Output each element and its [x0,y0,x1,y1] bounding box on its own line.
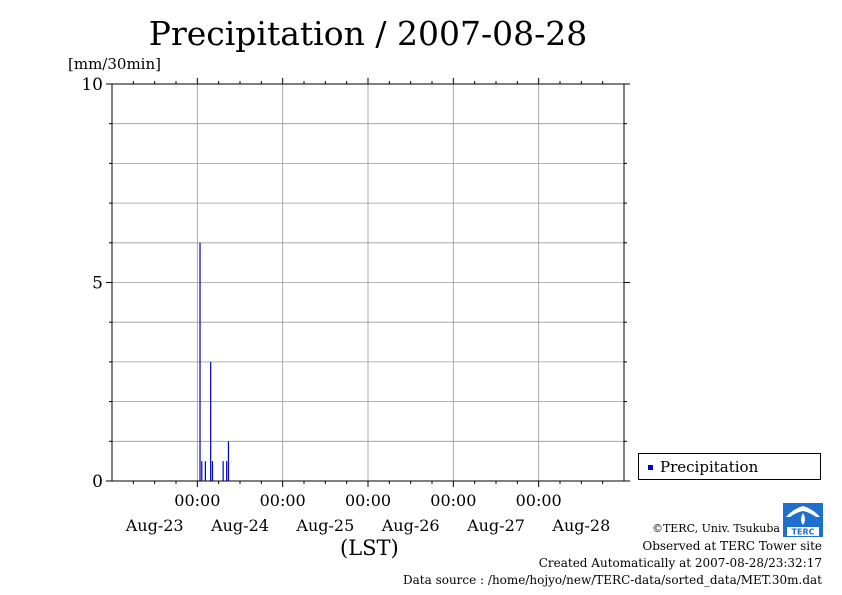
precipitation-bar [211,461,214,481]
x-tick-time-label: 00:00 [260,491,306,510]
x-tick-day-label: Aug-28 [551,516,610,535]
plot-frame [106,78,630,487]
x-tick-day-label: Aug-27 [466,516,525,535]
y-axis-unit-label: [mm/30min] [68,55,161,73]
x-tick-day-label: Aug-26 [381,516,440,535]
precipitation-bar [199,242,201,481]
y-tick-label: 0 [92,472,103,492]
tick-labels: 0 5 10 00:00 Aug-23 00:00 Aug-24 00:00 Aug-25 00:… [81,75,610,535]
precipitation-bar [222,461,224,481]
precipitation-bar [227,441,230,481]
precipitation-bar [201,461,203,481]
precipitation-bars [199,242,230,481]
x-tick-time-label: 00:00 [430,491,476,510]
precipitation-bar [226,461,228,481]
legend-swatch [648,465,653,470]
legend: Precipitation [638,453,821,480]
grid-lines [112,84,624,481]
precipitation-bar [210,361,212,481]
svg-text:TERC: TERC [792,528,815,537]
x-tick-day-label: Aug-24 [210,516,269,535]
credit-observation-site: Observed at TERC Tower site [642,539,822,553]
x-axis-label: (LST) [340,536,399,560]
credit-data-source: Data source : /home/hojyo/new/TERC-data/… [403,573,822,587]
chart-title: Precipitation / 2007-08-28 [148,14,588,53]
x-tick-day-label: Aug-23 [125,516,184,535]
x-tick-day-label: Aug-25 [295,516,354,535]
x-tick-time-label: 00:00 [516,491,562,510]
x-tick-time-label: 00:00 [345,491,391,510]
y-tick-label: 5 [92,274,103,294]
x-tick-time-label: 00:00 [174,491,220,510]
credit-created-time: Created Automatically at 2007-08-28/23:3… [538,556,822,570]
legend-label: Precipitation [660,458,759,476]
precipitation-bar [204,461,206,481]
credit-copyright: ©TERC, Univ. Tsukuba [651,522,780,535]
terc-logo: TERC [783,503,823,537]
y-tick-label: 10 [81,75,103,95]
